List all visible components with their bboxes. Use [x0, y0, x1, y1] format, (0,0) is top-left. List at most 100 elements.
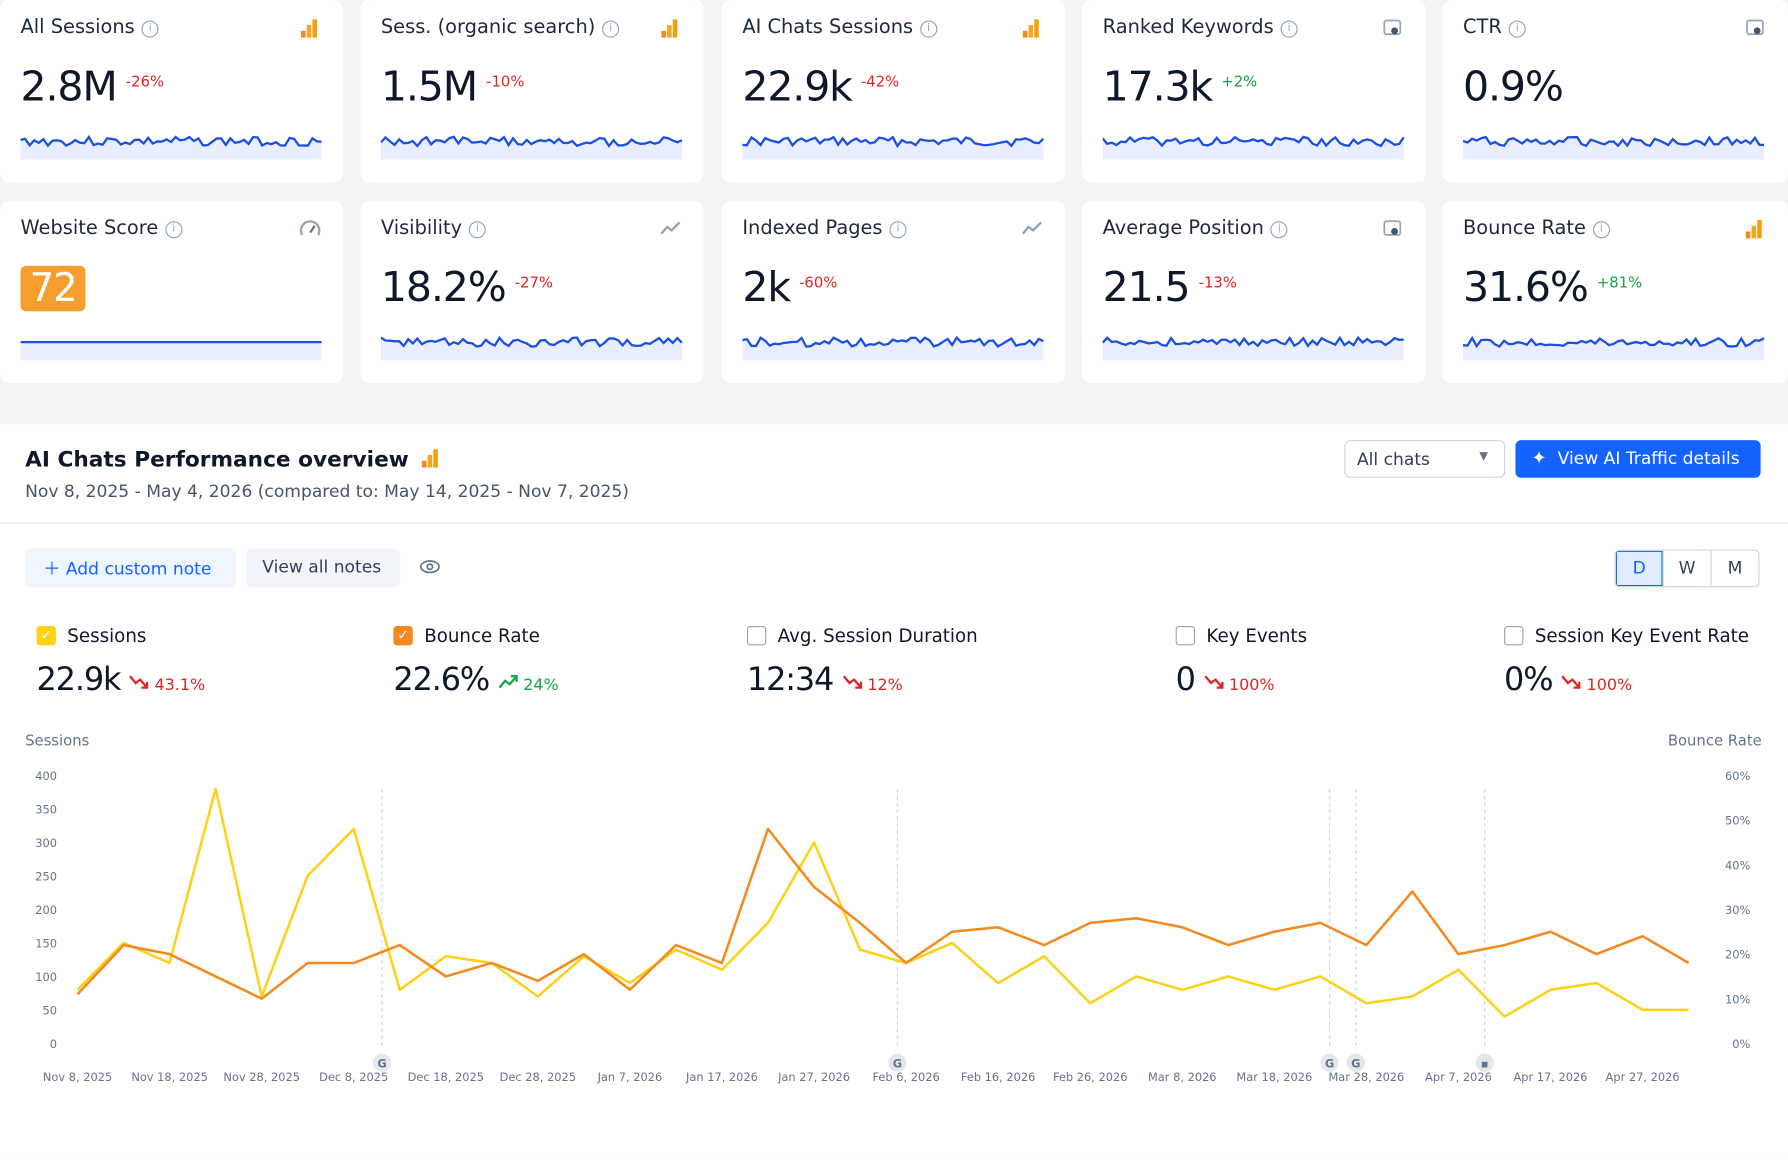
metric-selector[interactable]: Session Key Event Rate 0% 100% [1504, 625, 1749, 698]
metric-card: AI Chats Sessions i 22.9k -42% [721, 0, 1066, 183]
metric-selector[interactable]: Key Events 0 100% [1175, 624, 1308, 698]
checkbox[interactable] [1504, 626, 1524, 646]
x-tick-label: Dec 28, 2025 [500, 1070, 576, 1084]
metric-card: Ranked Keywords i 17.3k +2% [1082, 0, 1426, 183]
info-icon: i [1592, 221, 1610, 239]
metric-change: -10% [486, 74, 525, 92]
sparkline [742, 135, 1045, 160]
metric-value: 0.9% [1463, 63, 1564, 111]
metric-value: 21.5 -13% [1103, 265, 1237, 312]
checkbox[interactable]: ✓ [393, 626, 413, 646]
value-text: 0.9% [1463, 63, 1564, 111]
annotation-icon: G [1351, 1056, 1360, 1070]
x-tick-label: Apr 7, 2026 [1425, 1070, 1492, 1084]
metric-selector[interactable]: ✓ Sessions 22.9k 43.1% [36, 625, 205, 698]
annotation-marker[interactable] [1346, 1053, 1365, 1072]
sparkline [380, 335, 683, 361]
x-tick-label: Apr 17, 2026 [1513, 1070, 1587, 1084]
value-text: 2k [742, 264, 791, 312]
annotation-icon: G [377, 1056, 386, 1070]
series-line [76, 827, 1690, 1000]
value-text: 12:34 [746, 660, 834, 698]
metric-card: CTR i 0.9% [1442, 0, 1788, 183]
metric-title: Sess. (organic search) [380, 15, 596, 39]
x-tick-label: Mar 8, 2026 [1148, 1070, 1217, 1084]
annotation-marker[interactable] [1475, 1053, 1494, 1072]
bars-icon [422, 449, 439, 468]
period-option[interactable]: W [1662, 550, 1711, 587]
x-tick-label: Apr 27, 2026 [1606, 1070, 1680, 1084]
y2-tick-label: 60% [1725, 769, 1750, 783]
y2-tick-label: 40% [1725, 858, 1750, 872]
source-icon [1746, 19, 1764, 36]
x-tick-label: Dec 18, 2025 [408, 1070, 484, 1084]
metric-title: Visibility [380, 216, 463, 240]
source-icon [1383, 220, 1402, 236]
y-tick-label: 350 [35, 802, 57, 816]
metric-change: -13% [1198, 274, 1237, 292]
checkbox[interactable] [746, 626, 767, 646]
button-text: View AI Traffic details [1557, 448, 1740, 469]
metric-label: Bounce Rate [424, 624, 540, 647]
info-icon: i [1508, 20, 1526, 38]
metric-value: 22.9k 43.1% [36, 660, 205, 698]
metric-change: -26% [125, 74, 165, 92]
info-icon: i [1270, 221, 1288, 239]
y2-tick-label: 50% [1725, 814, 1750, 828]
period-option[interactable]: D [1615, 550, 1663, 587]
add-note-button[interactable]: ＋ Add custom note [25, 548, 237, 588]
x-tick-label: Jan 27, 2026 [777, 1070, 850, 1084]
view-notes-button[interactable]: View all notes [246, 548, 401, 588]
value-text: 72 [20, 265, 86, 312]
y2-tick-label: 20% [1725, 948, 1750, 962]
value-text: 0 [1175, 660, 1196, 698]
metric-change: -60% [799, 274, 838, 292]
eye-icon[interactable] [418, 559, 441, 575]
y-tick-label: 400 [35, 769, 57, 783]
annotation-marker[interactable] [372, 1053, 392, 1072]
value-text: 1.5M [380, 63, 478, 111]
y2-tick-label: 10% [1725, 992, 1750, 1006]
info-icon: i [165, 221, 183, 239]
sparkline [742, 335, 1044, 361]
trend-icon [1204, 675, 1224, 689]
y-tick-label: 100 [35, 970, 57, 984]
traffic-details-button[interactable]: ✦ View AI Traffic details [1515, 440, 1761, 478]
annotation-marker[interactable] [1320, 1053, 1339, 1072]
metric-change: +2% [1221, 74, 1258, 92]
trend-icon [1561, 675, 1581, 689]
annotation-marker[interactable] [888, 1053, 907, 1072]
y2-tick-label: 0% [1732, 1037, 1750, 1051]
y2-axis-title: Bounce Rate [1668, 733, 1762, 750]
info-icon: i [141, 20, 159, 38]
metric-selector[interactable]: Avg. Session Duration 12:34 12% [746, 625, 978, 698]
date-range: Nov 8, 2025 - May 4, 2026 (compared to: … [25, 481, 629, 502]
view-notes-text: View all notes [262, 556, 382, 577]
metric-value: 18.2% -27% [381, 265, 553, 312]
x-tick-label: Nov 18, 2025 [131, 1070, 208, 1084]
metric-title: CTR [1463, 15, 1502, 39]
metric-value: 22.9k -42% [742, 64, 899, 111]
metric-label: Key Events [1206, 624, 1308, 647]
value-text: 22.9k [742, 63, 853, 111]
sparkline [20, 134, 322, 160]
source-icon [1745, 220, 1762, 239]
metric-title: Website Score [20, 216, 159, 240]
metric-change: 100% [1228, 676, 1275, 695]
x-tick-label: Mar 28, 2026 [1328, 1070, 1404, 1084]
trend-icon [842, 675, 862, 689]
metric-card: Visibility i 18.2% -27% [360, 200, 704, 384]
checkbox[interactable]: ✓ [36, 626, 56, 646]
trend-icon [129, 675, 149, 689]
x-tick-label: Jan 7, 2026 [597, 1070, 663, 1084]
y-tick-label: 150 [35, 936, 57, 950]
metric-value: 1.5M -10% [381, 64, 525, 111]
metric-value: 2.8M -26% [21, 64, 165, 111]
value-text: 17.3k [1102, 63, 1214, 111]
chat-filter[interactable]: All chats ▼ [1344, 440, 1506, 478]
metric-selector[interactable]: ✓ Bounce Rate 22.6% 24% [393, 624, 559, 698]
period-option[interactable]: M [1710, 550, 1758, 587]
checkbox[interactable] [1175, 626, 1196, 646]
metric-change: 100% [1586, 676, 1633, 695]
